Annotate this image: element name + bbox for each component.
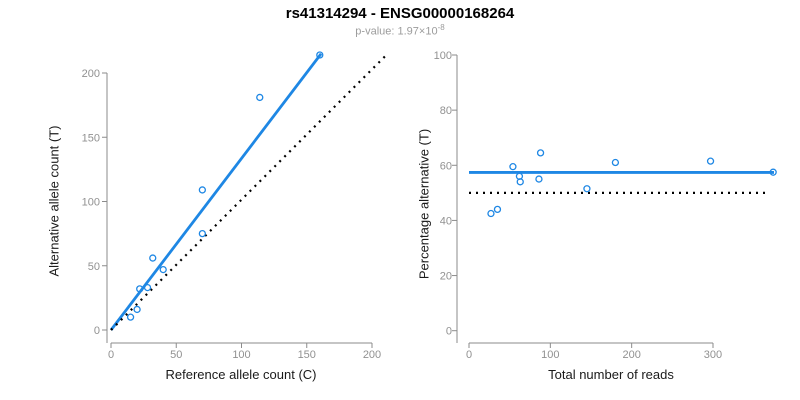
data-point <box>256 93 264 102</box>
data-point <box>143 283 152 292</box>
data-point <box>769 168 777 176</box>
plot-title: rs41314294 - ENSG00000168264 <box>285 5 515 22</box>
x-axis-label-left: Reference allele count (C) <box>165 367 317 382</box>
x-axis-label-right: Total number of reads <box>548 367 674 382</box>
data-point <box>611 158 620 167</box>
x-tick-label: 100 <box>541 349 559 361</box>
pvalue-text: p-value: 1.97×10 <box>355 25 438 38</box>
pvalue-exponent: -8 <box>437 23 445 32</box>
y-tick-label: 80 <box>440 105 452 117</box>
pvalue-subtitle: p-value: 1.97×10-8 <box>0 23 800 38</box>
x-tick-label: 200 <box>622 349 640 361</box>
x-tick-label: 0 <box>466 349 472 361</box>
data-point <box>536 149 545 157</box>
x-tick-label: 50 <box>170 349 182 361</box>
data-point <box>133 305 141 314</box>
x-tick-label: 0 <box>108 349 114 361</box>
data-point <box>706 157 715 165</box>
y-tick-label: 100 <box>82 197 100 209</box>
y-axis-label-right: Percentage alternative (T) <box>416 128 432 280</box>
identity-line <box>110 54 388 331</box>
left-scatter-plot: 0 50 100 150 200 0 50 100 150 200 <box>82 51 388 361</box>
data-point <box>509 163 517 171</box>
data-point <box>149 254 157 262</box>
y-tick-label: 0 <box>446 326 452 338</box>
y-tick-label: 100 <box>434 50 452 62</box>
right-scatter-plot: 0 100 200 300 0 20 40 60 80 100 <box>434 50 777 361</box>
y-tick-label: 40 <box>440 215 452 227</box>
x-tick-label: 200 <box>363 349 381 361</box>
fitted-line <box>109 52 323 331</box>
x-tick-label: 150 <box>298 349 316 361</box>
y-tick-label: 200 <box>82 68 100 80</box>
x-tick-label: 100 <box>232 349 250 361</box>
data-point <box>583 185 591 193</box>
data-point <box>126 313 135 321</box>
data-point <box>136 285 144 293</box>
x-tick-label: 300 <box>704 349 722 361</box>
data-point <box>198 186 207 194</box>
data-point <box>516 178 524 186</box>
data-point <box>535 175 543 183</box>
data-point <box>198 229 207 238</box>
y-tick-label: 50 <box>88 261 100 273</box>
y-tick-label: 0 <box>94 325 100 337</box>
y-tick-label: 60 <box>440 160 452 172</box>
y-tick-label: 150 <box>82 132 100 144</box>
data-point <box>316 51 324 59</box>
y-tick-label: 20 <box>440 271 452 283</box>
data-point <box>487 209 495 218</box>
data-point <box>493 205 502 214</box>
data-point <box>159 265 167 274</box>
y-axis-label-left: Alternative allele count (T) <box>46 125 62 277</box>
